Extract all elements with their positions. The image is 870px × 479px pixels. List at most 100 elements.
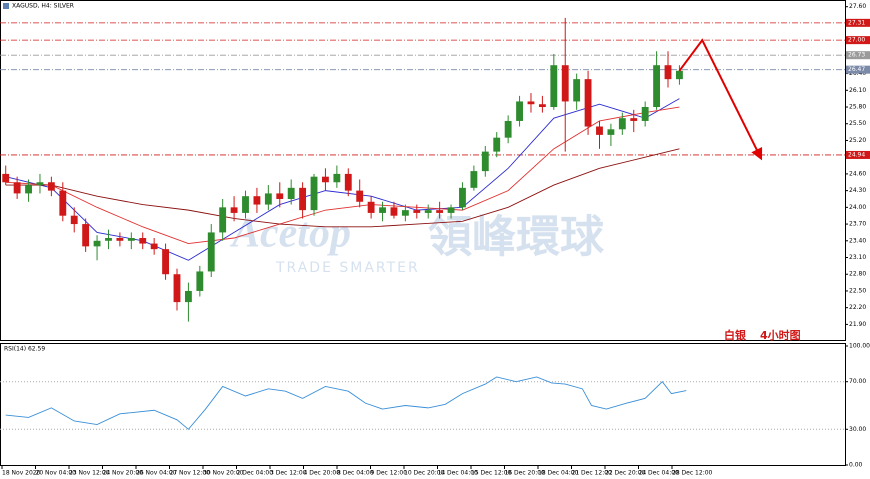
candle-body: [367, 201, 375, 213]
rsi-tick-label: 30.00: [849, 426, 866, 433]
price-level-label: 27.00: [848, 37, 865, 44]
candle-body: [173, 274, 181, 303]
price-level-label: 24.94: [848, 151, 865, 158]
candle-body: [36, 182, 44, 186]
candle-body: [322, 176, 329, 183]
candle-body: [401, 210, 409, 216]
candle-body: [413, 210, 421, 213]
x-tick-label: 4 Dec 20:00: [304, 470, 341, 477]
price-level-label: 26.47: [848, 66, 865, 73]
y-tick-label: 27.60: [849, 3, 866, 10]
watermark-tagline: TRADE SMARTER: [275, 260, 420, 276]
y-tick-label: 23.40: [849, 237, 866, 244]
price-level-box: [846, 150, 870, 159]
rsi-tick-label: 0.00: [849, 462, 863, 469]
x-tick-label: 24 Dec 04:00: [639, 470, 680, 477]
candle-body: [207, 232, 215, 272]
candle-body: [219, 207, 227, 233]
y-tick-label: 22.20: [849, 304, 866, 311]
y-tick-label: 25.80: [849, 104, 866, 111]
candle-body: [516, 101, 523, 121]
candle-body: [390, 207, 398, 216]
rsi-tick-label: 100.00: [849, 343, 870, 350]
price-level-box: [846, 65, 870, 74]
candle-body: [310, 176, 318, 211]
x-tick-label: 22 Dec 20:00: [605, 470, 646, 477]
candle-body: [242, 196, 249, 213]
x-tick-label: 15 Dec 12:00: [471, 470, 512, 477]
candle-body: [105, 238, 112, 241]
candle-body: [47, 182, 55, 191]
x-tick-label: 3 Dec 12:00: [270, 470, 307, 477]
x-tick-label: 20 Nov 04:00: [36, 470, 77, 477]
candle-body: [82, 224, 90, 247]
y-tick-label: 21.90: [849, 321, 866, 328]
candle-body: [596, 126, 603, 135]
y-tick-label: 25.50: [849, 120, 866, 127]
candle-body: [573, 79, 581, 102]
candle-body: [447, 207, 455, 213]
candle-body: [504, 120, 512, 138]
candle-body: [550, 65, 558, 108]
candle-body: [333, 173, 341, 183]
candle-body: [641, 107, 649, 121]
candle-body: [618, 118, 626, 130]
chart-title: XAGUSD, H4: SILVER: [12, 3, 74, 10]
price-level-box: [846, 18, 870, 27]
candle-body: [150, 243, 158, 250]
candle-body: [538, 104, 546, 108]
candle-body: [459, 187, 466, 208]
candle-body: [344, 173, 352, 191]
candle-body: [253, 196, 261, 205]
candle-body: [299, 187, 307, 211]
y-tick-label: 24.00: [849, 204, 866, 211]
candle-body: [287, 187, 295, 199]
candle-body: [676, 70, 683, 80]
candle-body: [561, 65, 569, 102]
candle-body: [607, 129, 615, 135]
candle-body: [653, 65, 661, 108]
price-level-label: 27.31: [848, 19, 865, 26]
main-frame: [0, 0, 846, 341]
symbol-icon: [3, 3, 9, 9]
y-tick-label: 23.70: [849, 221, 866, 228]
y-tick-label: 25.20: [849, 137, 866, 144]
candle-body: [436, 210, 444, 213]
candle-body: [127, 238, 135, 241]
candle-body: [630, 118, 638, 121]
price-level-box: [846, 51, 870, 60]
x-tick-label: 23 Nov 12:00: [69, 470, 110, 477]
rsi-tick-label: 70.00: [849, 378, 866, 385]
moving-average: [5, 148, 680, 228]
x-tick-label: 26 Nov 04:00: [136, 470, 177, 477]
x-tick-label: 10 Dec 20:00: [404, 470, 445, 477]
moving-average: [5, 106, 680, 245]
candle-body: [184, 290, 192, 303]
price-level-label: 26.73: [848, 52, 865, 59]
candle-body: [481, 151, 489, 172]
candle-body: [584, 79, 592, 127]
candle-body: [356, 190, 364, 202]
y-tick-label: 24.30: [849, 187, 866, 194]
y-tick-label: 22.50: [849, 287, 866, 294]
rsi-line: [5, 376, 687, 430]
candle-body: [162, 249, 169, 275]
candle-body: [424, 210, 432, 213]
candle-body: [264, 193, 272, 205]
x-tick-label: 27 Nov 12:00: [170, 470, 211, 477]
candle-body: [93, 240, 101, 247]
forecast-arrow: [678, 38, 763, 161]
annotation: 白银: [724, 328, 747, 342]
x-tick-label: 24 Nov 20:00: [103, 470, 144, 477]
candle-body: [2, 173, 10, 183]
candle-body: [664, 65, 672, 80]
price-level-box: [846, 36, 870, 45]
x-tick-label: 18 Nov 2020: [2, 470, 41, 477]
x-tick-label: 9 Dec 12:00: [371, 470, 408, 477]
candle-body: [230, 207, 238, 213]
candle-body: [379, 207, 386, 213]
watermark: Acetop 領峰環球 TRADE SMARTER: [229, 211, 605, 276]
candle-body: [139, 238, 147, 244]
annotation: 4小时图: [760, 328, 801, 342]
